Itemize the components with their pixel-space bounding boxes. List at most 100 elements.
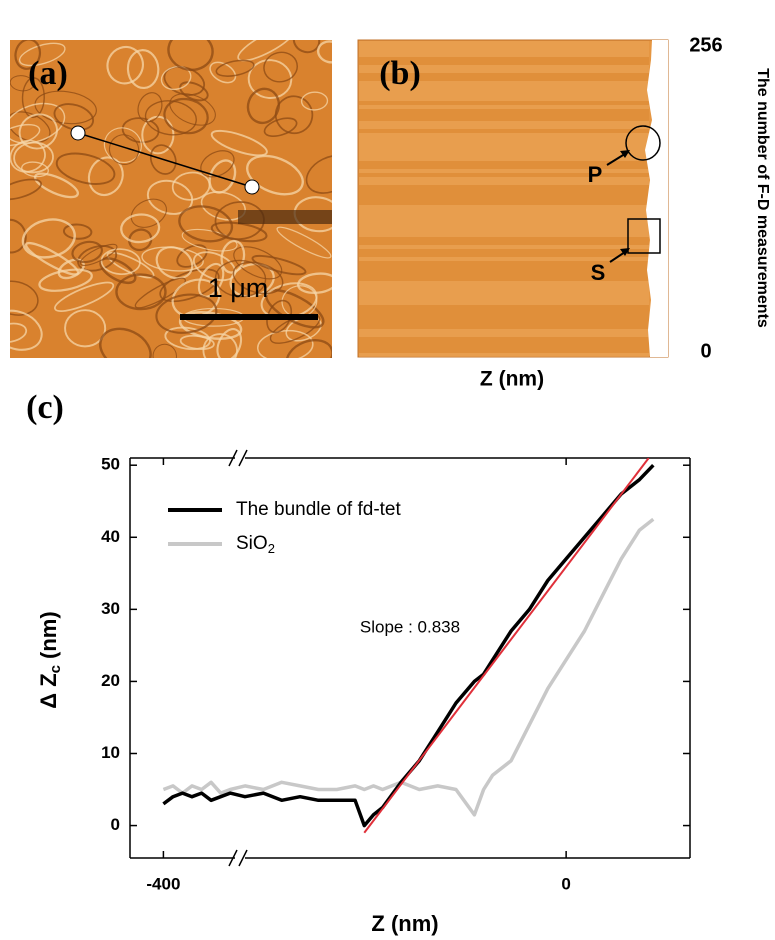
- grain: [120, 213, 161, 244]
- stripe: [359, 253, 649, 257]
- axis-break: [228, 849, 238, 867]
- grain: [77, 245, 118, 272]
- stripe: [359, 297, 649, 301]
- axis-break: [238, 449, 248, 467]
- panel-c: (c) Z (nm) Δ Zc (nm) Slope : 0.838: [26, 389, 691, 936]
- stripe: [359, 57, 649, 61]
- stripe: [359, 257, 649, 261]
- panel-label: (a): [28, 55, 68, 92]
- marker: [70, 125, 86, 141]
- grain: [14, 40, 42, 70]
- stripe: [359, 137, 649, 141]
- grain: [285, 339, 332, 358]
- grain: [263, 117, 298, 137]
- stripe: [359, 149, 649, 153]
- edge: [645, 40, 668, 357]
- stripe: [359, 313, 649, 317]
- y-tick-label: 10: [101, 743, 120, 762]
- grain: [10, 123, 41, 147]
- stripe: [359, 69, 649, 73]
- grain: [10, 75, 35, 92]
- grain: [266, 299, 293, 334]
- y-label-unit: (nm): [36, 611, 61, 659]
- grain: [149, 144, 177, 175]
- stripe: [359, 289, 649, 293]
- x-tick-label: -400: [146, 874, 180, 893]
- grain: [167, 40, 214, 72]
- stripe: [359, 77, 649, 81]
- grain: [62, 223, 93, 240]
- stripe: [359, 45, 649, 49]
- grain: [181, 228, 238, 252]
- stripe: [359, 337, 649, 341]
- stripe: [359, 89, 649, 93]
- stripe: [359, 161, 649, 165]
- grain: [130, 198, 168, 228]
- grain: [237, 40, 296, 62]
- grain: [64, 309, 107, 348]
- stripe: [359, 169, 649, 173]
- stripe: [359, 229, 649, 233]
- grain: [55, 152, 116, 185]
- stripe: [359, 141, 649, 145]
- stripe: [359, 157, 649, 161]
- grain: [163, 97, 209, 135]
- y-label-main: Δ Z: [36, 673, 61, 708]
- y-tick-label: 0: [111, 815, 120, 834]
- stripe: [359, 181, 649, 185]
- stripe: [359, 213, 649, 217]
- grain: [246, 87, 281, 125]
- grain: [246, 154, 304, 196]
- grain: [137, 92, 163, 123]
- stripe: [359, 165, 649, 169]
- grain: [33, 172, 79, 199]
- axis-break: [228, 449, 238, 467]
- stripe: [359, 269, 649, 273]
- stripe: [359, 53, 649, 57]
- stripe: [359, 353, 649, 357]
- y-tick-label: 40: [101, 527, 120, 546]
- grain: [296, 272, 332, 295]
- grain: [263, 51, 298, 83]
- stripe: [359, 321, 649, 325]
- grain: [10, 280, 39, 316]
- y-tick-label: 50: [101, 455, 120, 474]
- y-axis-label: The number of F-D measurements: [754, 68, 771, 328]
- stripe: [359, 61, 649, 65]
- grain: [247, 59, 293, 99]
- y-label-sub: c: [47, 665, 64, 673]
- grain: [159, 268, 220, 303]
- grain: [209, 61, 237, 84]
- grain: [160, 65, 192, 91]
- stripe: [359, 117, 649, 121]
- grain: [305, 154, 332, 194]
- stripe: [359, 281, 649, 285]
- grain: [10, 178, 42, 201]
- stripe: [359, 113, 649, 117]
- afm-image: [10, 40, 332, 358]
- arrow-head: [620, 150, 630, 158]
- stripe: [359, 41, 649, 45]
- grain: [134, 277, 186, 309]
- grain: [179, 81, 209, 102]
- series-line: [162, 517, 655, 817]
- stripe: [359, 101, 649, 105]
- grain: [210, 129, 268, 157]
- grain: [232, 261, 284, 295]
- grain: [192, 251, 237, 282]
- grain: [233, 246, 283, 280]
- panel-a: 1 μm (a): [10, 40, 332, 358]
- stripe: [359, 109, 649, 113]
- stripe: [359, 97, 649, 101]
- x-tick-label: 0: [561, 874, 570, 893]
- stripe: [359, 145, 649, 149]
- annotation: Slope : 0.838: [360, 617, 460, 636]
- stripe: [359, 241, 649, 245]
- grain: [216, 328, 243, 358]
- stripe: [359, 193, 649, 197]
- stripe: [359, 217, 649, 221]
- grain: [155, 246, 194, 280]
- grain: [10, 322, 28, 343]
- stripe: [359, 121, 649, 125]
- annotation: P: [588, 162, 603, 187]
